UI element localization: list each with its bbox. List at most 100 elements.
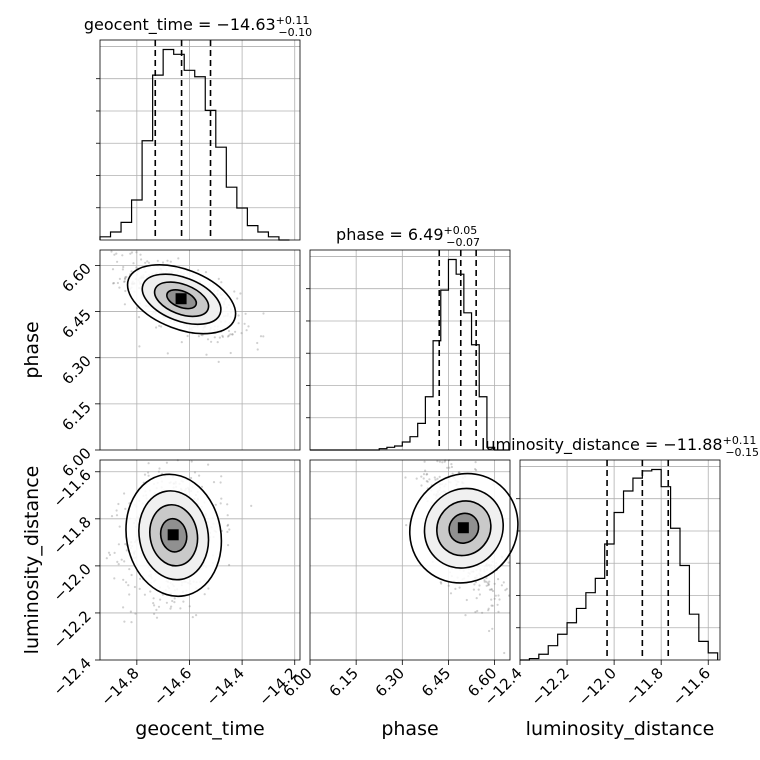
scatter-point (405, 524, 408, 527)
scatter-point (188, 605, 191, 608)
scatter-point (123, 303, 126, 306)
scatter-point (203, 593, 206, 596)
scatter-point (226, 335, 230, 338)
scatter-point (481, 611, 484, 614)
scatter-point (210, 340, 213, 343)
scatter-point (197, 335, 200, 338)
scatter-point (424, 469, 427, 472)
scatter-point (118, 277, 121, 280)
scatter-point (157, 605, 161, 608)
scatter-point (216, 341, 219, 344)
scatter-point (129, 610, 132, 613)
scatter-point (440, 582, 443, 585)
scatter-point (502, 581, 505, 584)
scatter-point (120, 558, 123, 561)
scatter-point (206, 338, 210, 341)
scatter-point (476, 609, 479, 613)
x-tick-label-luminosity_distance: −12.0 (575, 664, 620, 709)
scatter-point (422, 477, 425, 480)
scatter-point (217, 360, 220, 363)
scatter-point (490, 598, 493, 601)
scatter-point (160, 325, 163, 328)
scatter-point (161, 261, 165, 264)
scatter-point (125, 275, 128, 278)
scatter-point (228, 563, 231, 567)
scatter-point (491, 627, 494, 630)
scatter-point (125, 581, 128, 584)
scatter-point (130, 270, 133, 273)
scatter-point (488, 588, 491, 591)
scatter-point (158, 324, 161, 327)
x-tick-label-phase: 6.45 (418, 664, 454, 700)
y-tick-label-phase: 6.45 (58, 306, 94, 342)
scatter-point (124, 276, 127, 279)
scatter-point (483, 579, 486, 582)
scatter-point (226, 514, 229, 517)
scatter-point (490, 604, 493, 607)
x-axis-label-geocent_time: geocent_time (135, 718, 264, 740)
scatter-point (259, 335, 263, 338)
scatter-point (115, 514, 119, 517)
scatter-point (493, 582, 496, 585)
scatter-point (147, 462, 150, 465)
scatter-point (496, 603, 499, 606)
scatter-point (497, 578, 500, 581)
scatter-point (197, 269, 200, 272)
scatter-point (129, 252, 132, 255)
scatter-point (420, 475, 423, 478)
scatter-point (123, 560, 126, 563)
scatter-point (219, 481, 222, 484)
scatter-point (170, 605, 173, 608)
density-peak (175, 293, 187, 305)
scatter-point (220, 281, 223, 284)
scatter-point (205, 353, 208, 356)
y-tick-label-luminosity_distance: −12.0 (50, 560, 95, 605)
panel-geocent_time-phase-frame (99, 249, 301, 451)
scatter-point (447, 584, 450, 587)
scatter-point (491, 589, 495, 593)
scatter-point (138, 587, 141, 591)
scatter-point (436, 460, 439, 463)
scatter-point (139, 577, 142, 580)
scatter-point (475, 597, 478, 600)
x-axis-label-luminosity_distance: luminosity_distance (526, 718, 715, 740)
scatter-point (179, 607, 182, 610)
hist-phase-frame (309, 249, 511, 451)
scatter-point (490, 588, 493, 591)
scatter-point (478, 584, 481, 587)
scatter-point (140, 258, 143, 261)
scatter-point (485, 580, 488, 584)
histogram-phase (310, 258, 510, 451)
scatter-point (227, 544, 230, 547)
scatter-point (112, 282, 116, 285)
scatter-point (173, 601, 176, 604)
panel-phase-luminosity_distance-frame (309, 459, 511, 661)
x-tick-label-geocent_time: −14.6 (150, 664, 195, 709)
y-tick-label-luminosity_distance: −12.4 (50, 654, 95, 699)
scatter-point (507, 561, 510, 564)
scatter-point (158, 467, 161, 470)
scatter-point (487, 583, 491, 586)
scatter-point (487, 609, 490, 612)
scatter-point (108, 553, 112, 557)
scatter-point (198, 474, 201, 477)
scatter-point (497, 610, 500, 614)
scatter-point (423, 460, 426, 463)
scatter-point (426, 473, 429, 476)
scatter-point (125, 549, 128, 552)
scatter-point (226, 524, 229, 527)
x-tick-label-luminosity_distance: −12.2 (528, 664, 573, 709)
x-tick-label-phase: 6.30 (372, 664, 408, 700)
scatter-point (446, 466, 449, 469)
scatter-point (493, 597, 496, 600)
scatter-point (504, 589, 507, 592)
scatter-point (428, 478, 431, 481)
scatter-point (171, 599, 174, 603)
histogram-geocent_time (99, 48, 290, 241)
scatter-point (227, 329, 231, 333)
scatter-point (425, 473, 428, 476)
scatter-point (488, 629, 491, 633)
scatter-point (229, 351, 232, 355)
scatter-point (177, 257, 180, 260)
